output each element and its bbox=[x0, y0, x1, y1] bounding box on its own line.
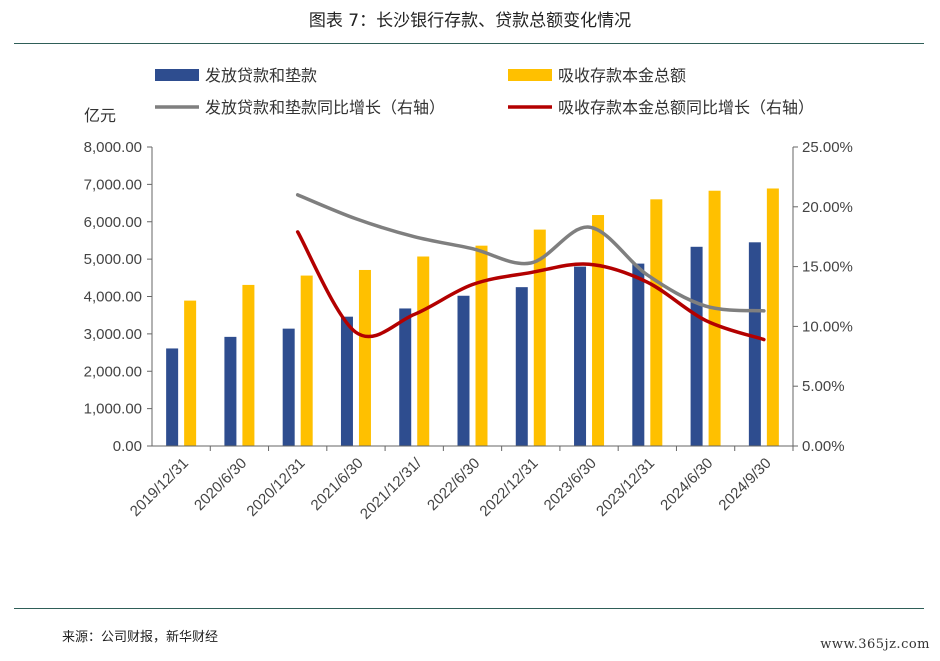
bars bbox=[166, 188, 779, 446]
loan-bar bbox=[399, 308, 412, 446]
title-divider bbox=[14, 43, 924, 44]
x-tick-label: 2022/12/31 bbox=[476, 455, 541, 520]
legend-label: 发放贷款和垫款同比增长（右轴） bbox=[205, 98, 445, 117]
loan-bar bbox=[515, 287, 528, 446]
loan-bar bbox=[748, 242, 761, 446]
x-tick-label: 2019/12/31 bbox=[127, 455, 192, 520]
legend-swatch bbox=[155, 69, 199, 81]
deposit-bar bbox=[358, 269, 371, 446]
footer-divider bbox=[14, 608, 924, 609]
x-tick-label: 2020/12/31 bbox=[243, 455, 308, 520]
lines bbox=[295, 193, 766, 342]
x-tick-label: 2023/6/30 bbox=[541, 455, 600, 514]
deposit-bar bbox=[184, 300, 197, 446]
right-tick-label: 15.00% bbox=[802, 259, 853, 276]
source-note: 来源：公司财报，新华财经 bbox=[62, 630, 219, 645]
left-tick-label: 3,000.00 bbox=[84, 326, 142, 343]
x-tick-label: 2020/6/30 bbox=[191, 455, 250, 514]
x-tick-label: 2024/9/30 bbox=[715, 455, 774, 514]
loan-bar bbox=[224, 336, 237, 446]
loan-bar bbox=[574, 266, 587, 446]
chart-title: 图表 7：长沙银行存款、贷款总额变化情况 bbox=[308, 11, 632, 31]
loan-bar bbox=[340, 316, 353, 446]
legend-label: 吸收存款本金总额 bbox=[558, 66, 686, 85]
left-tick-label: 2,000.00 bbox=[84, 363, 142, 380]
deposit-bar bbox=[592, 215, 605, 446]
x-tick-label: 2023/12/31 bbox=[593, 455, 658, 520]
y-axis-unit: 亿元 bbox=[84, 106, 116, 125]
left-tick-label: 6,000.00 bbox=[84, 214, 142, 231]
x-tick-label: 2021/12/31/ bbox=[357, 454, 426, 523]
deposit-bar bbox=[766, 188, 779, 446]
right-tick-label: 10.00% bbox=[802, 318, 853, 335]
deposit-bar bbox=[533, 229, 546, 446]
right-tick-label: 0.00% bbox=[802, 438, 845, 455]
x-tick-label: 2022/6/30 bbox=[424, 455, 483, 514]
right-tick-label: 20.00% bbox=[802, 199, 853, 216]
right-axis: 0.00% 5.00% 10.00% 15.00% 20.00% 25.00% bbox=[792, 139, 853, 455]
deposit-growth-line bbox=[295, 230, 766, 342]
left-tick-label: 7,000.00 bbox=[84, 176, 142, 193]
loan-growth-line bbox=[295, 193, 766, 313]
x-tick-label: 2024/6/30 bbox=[657, 455, 716, 514]
left-tick-label: 4,000.00 bbox=[84, 289, 142, 306]
right-tick-label: 25.00% bbox=[802, 139, 853, 156]
deposit-bar bbox=[300, 275, 313, 446]
legend-label: 吸收存款本金总额同比增长（右轴） bbox=[558, 98, 814, 117]
loan-bar bbox=[282, 328, 295, 446]
right-tick-label: 5.00% bbox=[802, 378, 845, 395]
loan-bar bbox=[690, 246, 703, 446]
deposit-bar bbox=[708, 190, 721, 446]
deposit-bar bbox=[650, 199, 663, 446]
left-tick-label: 8,000.00 bbox=[84, 139, 142, 156]
deposit-bar bbox=[475, 245, 488, 446]
loan-bar bbox=[632, 263, 645, 446]
legend-label: 发放贷款和垫款 bbox=[205, 66, 317, 85]
loan-bar bbox=[166, 348, 179, 446]
left-tick-label: 1,000.00 bbox=[84, 401, 142, 418]
x-tick-label: 2021/6/30 bbox=[308, 455, 367, 514]
left-tick-label: 0.00 bbox=[113, 438, 142, 455]
loan-bar bbox=[457, 295, 470, 446]
legend-swatch bbox=[508, 69, 552, 81]
deposit-bar bbox=[242, 284, 255, 446]
deposit-bar bbox=[417, 256, 430, 446]
left-axis: 0.00 1,000.00 2,000.00 3,000.00 4,000.00 5,00… bbox=[84, 139, 153, 455]
left-tick-label: 5,000.00 bbox=[84, 251, 142, 268]
watermark: www.365jz.com bbox=[820, 637, 930, 652]
